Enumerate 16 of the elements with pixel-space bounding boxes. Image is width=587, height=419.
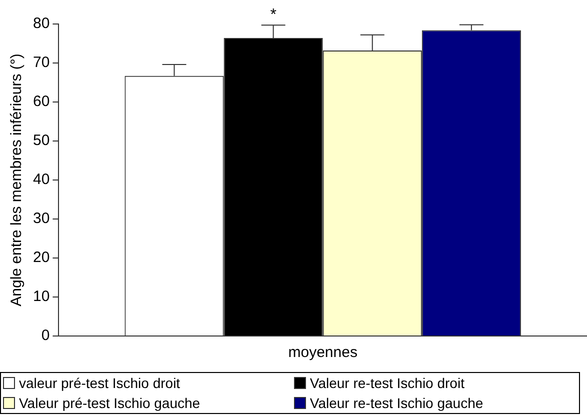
y-tick-label: 0: [41, 327, 50, 344]
y-tick-label: 40: [32, 171, 50, 188]
legend-label: Valeur re-test Ischio droit: [308, 374, 466, 393]
y-tick-label: 30: [32, 210, 50, 228]
text: *: [270, 6, 276, 24]
y-tick-label: 20: [32, 249, 50, 266]
text: valeur pré-test Ischio droit: [18, 374, 182, 393]
y-tick-label: 80: [32, 15, 50, 32]
legend-label: Valeur re-test Ischio gauche: [308, 394, 484, 413]
y-tick-label: 60: [32, 93, 50, 110]
y-tick-label: 70: [32, 54, 50, 72]
y-tick-label: 10: [32, 288, 50, 306]
x-tick-label: moyennes: [288, 344, 358, 362]
y-tick-label: 50: [32, 132, 50, 150]
y-axis-title: Angle entre les membres inférieurs (°): [8, 54, 26, 306]
legend-label: Valeur pré-test Ischio gauche: [18, 394, 202, 413]
